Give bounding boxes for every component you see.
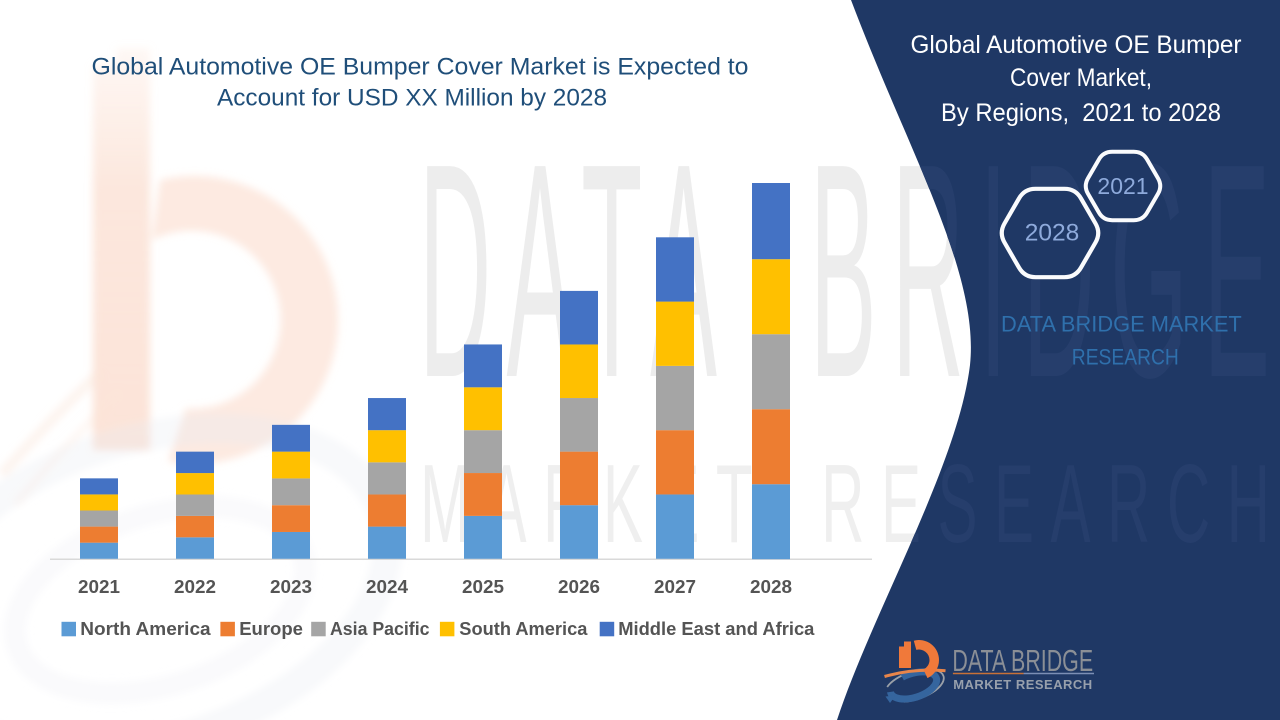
svg-text:Global Automotive OE Bumper Co: Global Automotive OE Bumper Cover Market… (92, 54, 749, 81)
svg-text:2023: 2023 (270, 577, 312, 597)
svg-text:DATA BRIDGE MARKET: DATA BRIDGE MARKET (1001, 312, 1242, 337)
svg-text:South America: South America (459, 618, 588, 639)
svg-text:By Regions, 2021 to 2028: By Regions, 2021 to 2028 (941, 99, 1221, 127)
svg-text:2028: 2028 (750, 577, 792, 597)
svg-text:2024: 2024 (366, 577, 408, 597)
svg-text:Europe: Europe (239, 618, 303, 639)
svg-text:2028: 2028 (1025, 220, 1080, 247)
svg-text:2021: 2021 (78, 577, 120, 597)
svg-text:MARKET RESEARCH: MARKET RESEARCH (953, 677, 1092, 692)
svg-text:2021: 2021 (1097, 173, 1148, 199)
svg-text:2022: 2022 (174, 577, 216, 597)
svg-text:North America: North America (80, 618, 211, 639)
svg-text:Account for USD XX Million by: Account for USD XX Million by 2028 (217, 85, 607, 112)
svg-text:Asia Pacific: Asia Pacific (330, 618, 430, 639)
svg-text:Middle East and Africa: Middle East and Africa (618, 618, 815, 639)
svg-text:RESEARCH: RESEARCH (1072, 345, 1179, 370)
svg-text:Cover Market,: Cover Market, (1010, 64, 1152, 92)
svg-text:2026: 2026 (558, 577, 600, 597)
svg-text:2027: 2027 (654, 577, 696, 597)
svg-text:DATA BRIDGE: DATA BRIDGE (952, 643, 1093, 678)
svg-text:Global Automotive OE Bumper: Global Automotive OE Bumper (911, 31, 1242, 59)
svg-text:2025: 2025 (462, 577, 504, 597)
